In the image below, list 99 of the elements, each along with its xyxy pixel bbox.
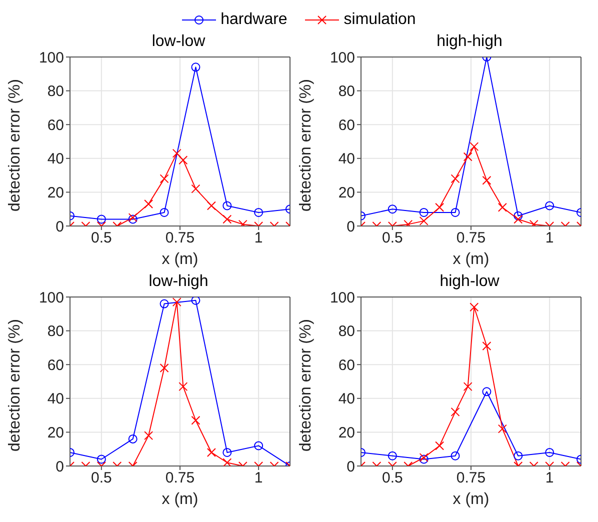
y-tick-label: 100: [330, 49, 355, 66]
point: [450, 174, 460, 184]
point: [388, 451, 397, 460]
y-tick-label: 80: [338, 83, 355, 100]
y-tick-label: 20: [338, 424, 355, 442]
point: [222, 458, 232, 466]
point: [254, 441, 264, 450]
point: [160, 208, 169, 217]
x-tick-label: 0.75: [165, 230, 195, 247]
x-tick-label: 0.5: [91, 470, 112, 487]
point: [222, 201, 232, 210]
y-axis-title: detection error (%): [6, 79, 24, 212]
y-tick-label: 20: [47, 424, 64, 442]
point: [470, 302, 479, 312]
x-tick-label: 0.5: [91, 230, 112, 247]
y-axis-title: detection error (%): [6, 319, 24, 452]
legend-label: simulation: [342, 11, 416, 29]
point: [435, 441, 444, 450]
point: [160, 299, 169, 308]
point: [206, 448, 216, 457]
point: [482, 176, 492, 185]
point: [498, 202, 507, 212]
y-tick-label: 80: [338, 323, 355, 340]
point: [128, 434, 138, 444]
point: [206, 201, 216, 210]
chart-title: low-low: [152, 33, 206, 50]
x-tick-label: 0.75: [165, 470, 195, 487]
point: [222, 448, 232, 457]
y-tick-label: 40: [47, 390, 64, 408]
point: [435, 202, 444, 212]
y-tick-label: 0: [346, 218, 355, 236]
y-tick-label: 40: [47, 150, 64, 168]
point: [178, 156, 188, 165]
y-tick-label: 40: [338, 390, 355, 408]
point: [191, 297, 200, 305]
x-tick-label: 0.75: [456, 470, 486, 487]
y-tick-label: 80: [47, 83, 64, 100]
x-tick-label: 1: [254, 230, 263, 247]
y-tick-label: 20: [47, 184, 64, 202]
y-tick-label: 0: [56, 458, 64, 476]
point: [160, 363, 169, 372]
y-axis-title: detection error (%): [298, 79, 315, 212]
point: [254, 208, 264, 217]
point: [514, 451, 523, 460]
x-tick-label: 0.75: [456, 230, 486, 247]
y-tick-label: 60: [338, 116, 355, 134]
y-tick-label: 60: [338, 356, 355, 374]
y-tick-label: 0: [56, 218, 64, 236]
point: [160, 174, 169, 184]
point: [498, 424, 507, 434]
point: [144, 200, 154, 209]
y-tick-label: 20: [338, 184, 355, 202]
point: [172, 298, 182, 307]
point: [419, 216, 428, 226]
point: [450, 208, 460, 217]
x-axis-title: x (m): [452, 491, 490, 508]
point: [470, 142, 479, 152]
point: [545, 201, 554, 210]
x-axis-title: x (m): [162, 251, 198, 268]
point: [96, 214, 106, 224]
x-tick-label: 1: [254, 470, 263, 487]
y-tick-label: 100: [38, 49, 64, 66]
point: [463, 382, 472, 392]
x-tick-label: 0.5: [382, 230, 403, 247]
x-axis-title: x (m): [162, 491, 198, 508]
point: [388, 204, 397, 214]
x-tick-label: 0.5: [382, 470, 403, 487]
point: [191, 62, 200, 72]
y-tick-label: 60: [47, 356, 64, 374]
chart-title: high-high: [436, 33, 502, 50]
point: [482, 342, 492, 351]
point: [450, 451, 460, 460]
legend-label: hardware: [220, 11, 288, 29]
point: [545, 448, 554, 457]
y-tick-label: 0: [346, 458, 355, 476]
chart-title: low-high: [148, 273, 208, 290]
x-tick-label: 1: [545, 230, 554, 247]
y-tick-label: 60: [47, 116, 64, 134]
point: [419, 208, 428, 217]
point: [482, 387, 492, 396]
y-tick-label: 100: [38, 289, 64, 306]
y-tick-label: 80: [47, 323, 64, 340]
x-tick-label: 1: [545, 470, 554, 487]
y-axis-title: detection error (%): [298, 319, 315, 452]
point: [450, 407, 460, 416]
point: [191, 416, 200, 425]
point: [514, 211, 523, 220]
point: [172, 148, 182, 158]
point: [144, 431, 154, 440]
y-tick-label: 40: [338, 150, 355, 168]
x-axis-title: x (m): [452, 251, 490, 268]
point: [178, 382, 188, 392]
point: [222, 214, 232, 224]
y-tick-label: 100: [330, 289, 355, 306]
point: [463, 152, 472, 162]
point: [514, 214, 523, 224]
point: [96, 454, 106, 464]
point: [191, 184, 200, 194]
chart-title: high-low: [440, 273, 500, 290]
